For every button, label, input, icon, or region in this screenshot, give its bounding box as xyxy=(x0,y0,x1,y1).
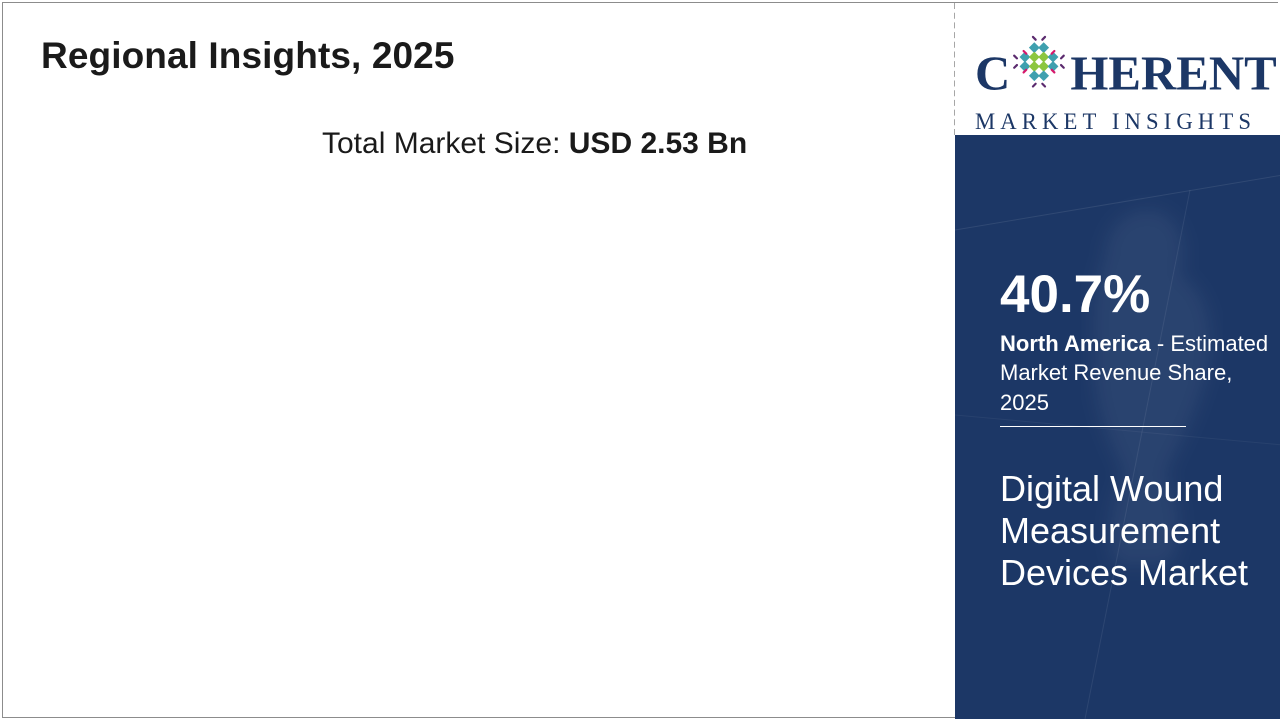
svg-text:C: C xyxy=(975,46,1010,101)
svg-text:HERENT: HERENT xyxy=(1070,46,1276,101)
svg-text:MARKET INSIGHTS: MARKET INSIGHTS xyxy=(975,109,1256,134)
